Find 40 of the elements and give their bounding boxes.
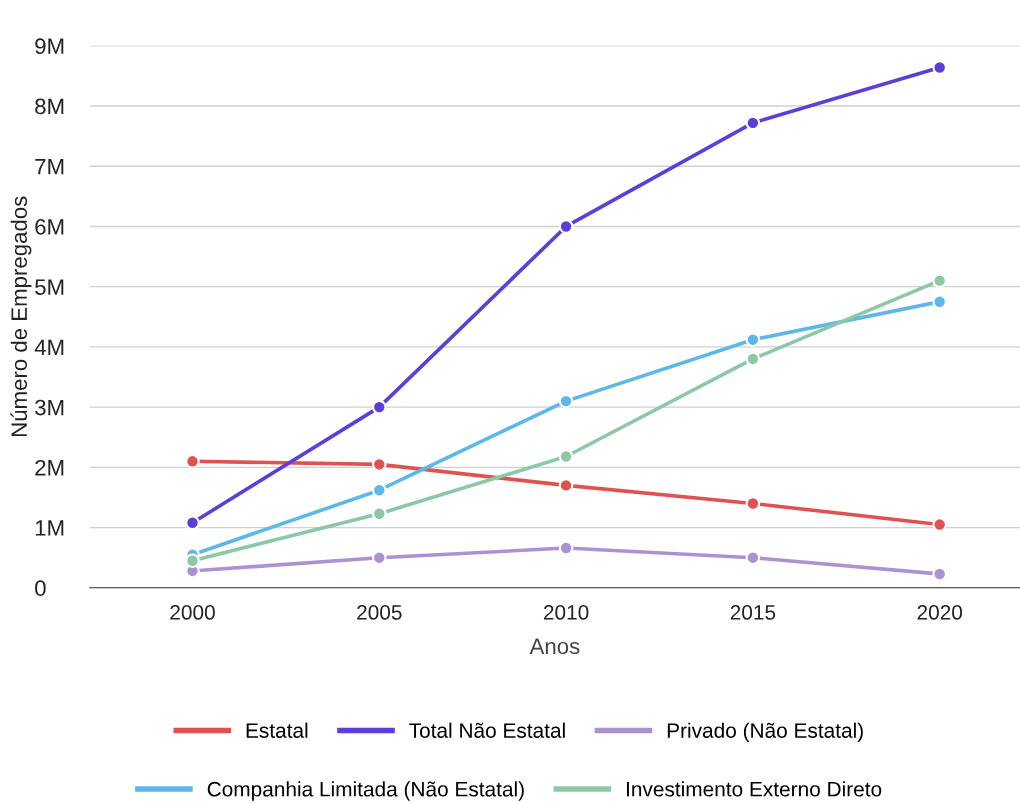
point: [185, 515, 200, 531]
y-tick-label: 0: [35, 580, 46, 597]
y-tick-label: 3M: [35, 399, 64, 416]
y-tick-label: 9M: [35, 38, 64, 55]
point: [932, 60, 947, 75]
point: [932, 517, 947, 532]
legend-label: Companhia Limitada (Não Estatal): [207, 781, 524, 801]
legend-label: Investimento Externo Direto: [626, 781, 882, 797]
y-axis-title: Número de Empregados: [10, 196, 32, 436]
point: [745, 332, 761, 347]
point: [745, 550, 761, 565]
x-tick-label: 2015: [730, 605, 776, 620]
point: [372, 457, 387, 472]
x-tick-label: 2010: [543, 605, 589, 620]
legend-label: Estatal: [246, 722, 308, 738]
point: [558, 219, 574, 234]
legend-label: Privado (Não Estatal): [667, 722, 863, 743]
y-tick-label: 2M: [35, 459, 64, 476]
point: [372, 399, 387, 415]
point: [745, 496, 761, 511]
x-tick-label: 2020: [917, 605, 963, 620]
point: [932, 273, 947, 288]
y-tick-label: 7M: [35, 158, 64, 175]
y-tick-label: 8M: [35, 98, 64, 115]
y-tick-label: 5M: [35, 279, 64, 295]
point: [932, 566, 947, 582]
point: [558, 478, 574, 493]
point: [558, 540, 574, 556]
point: [372, 550, 387, 565]
y-tick-label: 4M: [34, 339, 64, 355]
point: [558, 449, 574, 464]
x-tick-label: 2005: [357, 605, 402, 620]
point: [745, 351, 761, 367]
point: [185, 553, 200, 568]
x-axis-title: Anos: [529, 638, 580, 655]
x-tick-label: 2000: [170, 605, 215, 620]
point: [185, 454, 200, 469]
legend-label: Total Não Estatal: [409, 722, 565, 738]
y-tick-label: 6M: [35, 218, 64, 235]
y-tick-label: 1M: [35, 520, 64, 536]
